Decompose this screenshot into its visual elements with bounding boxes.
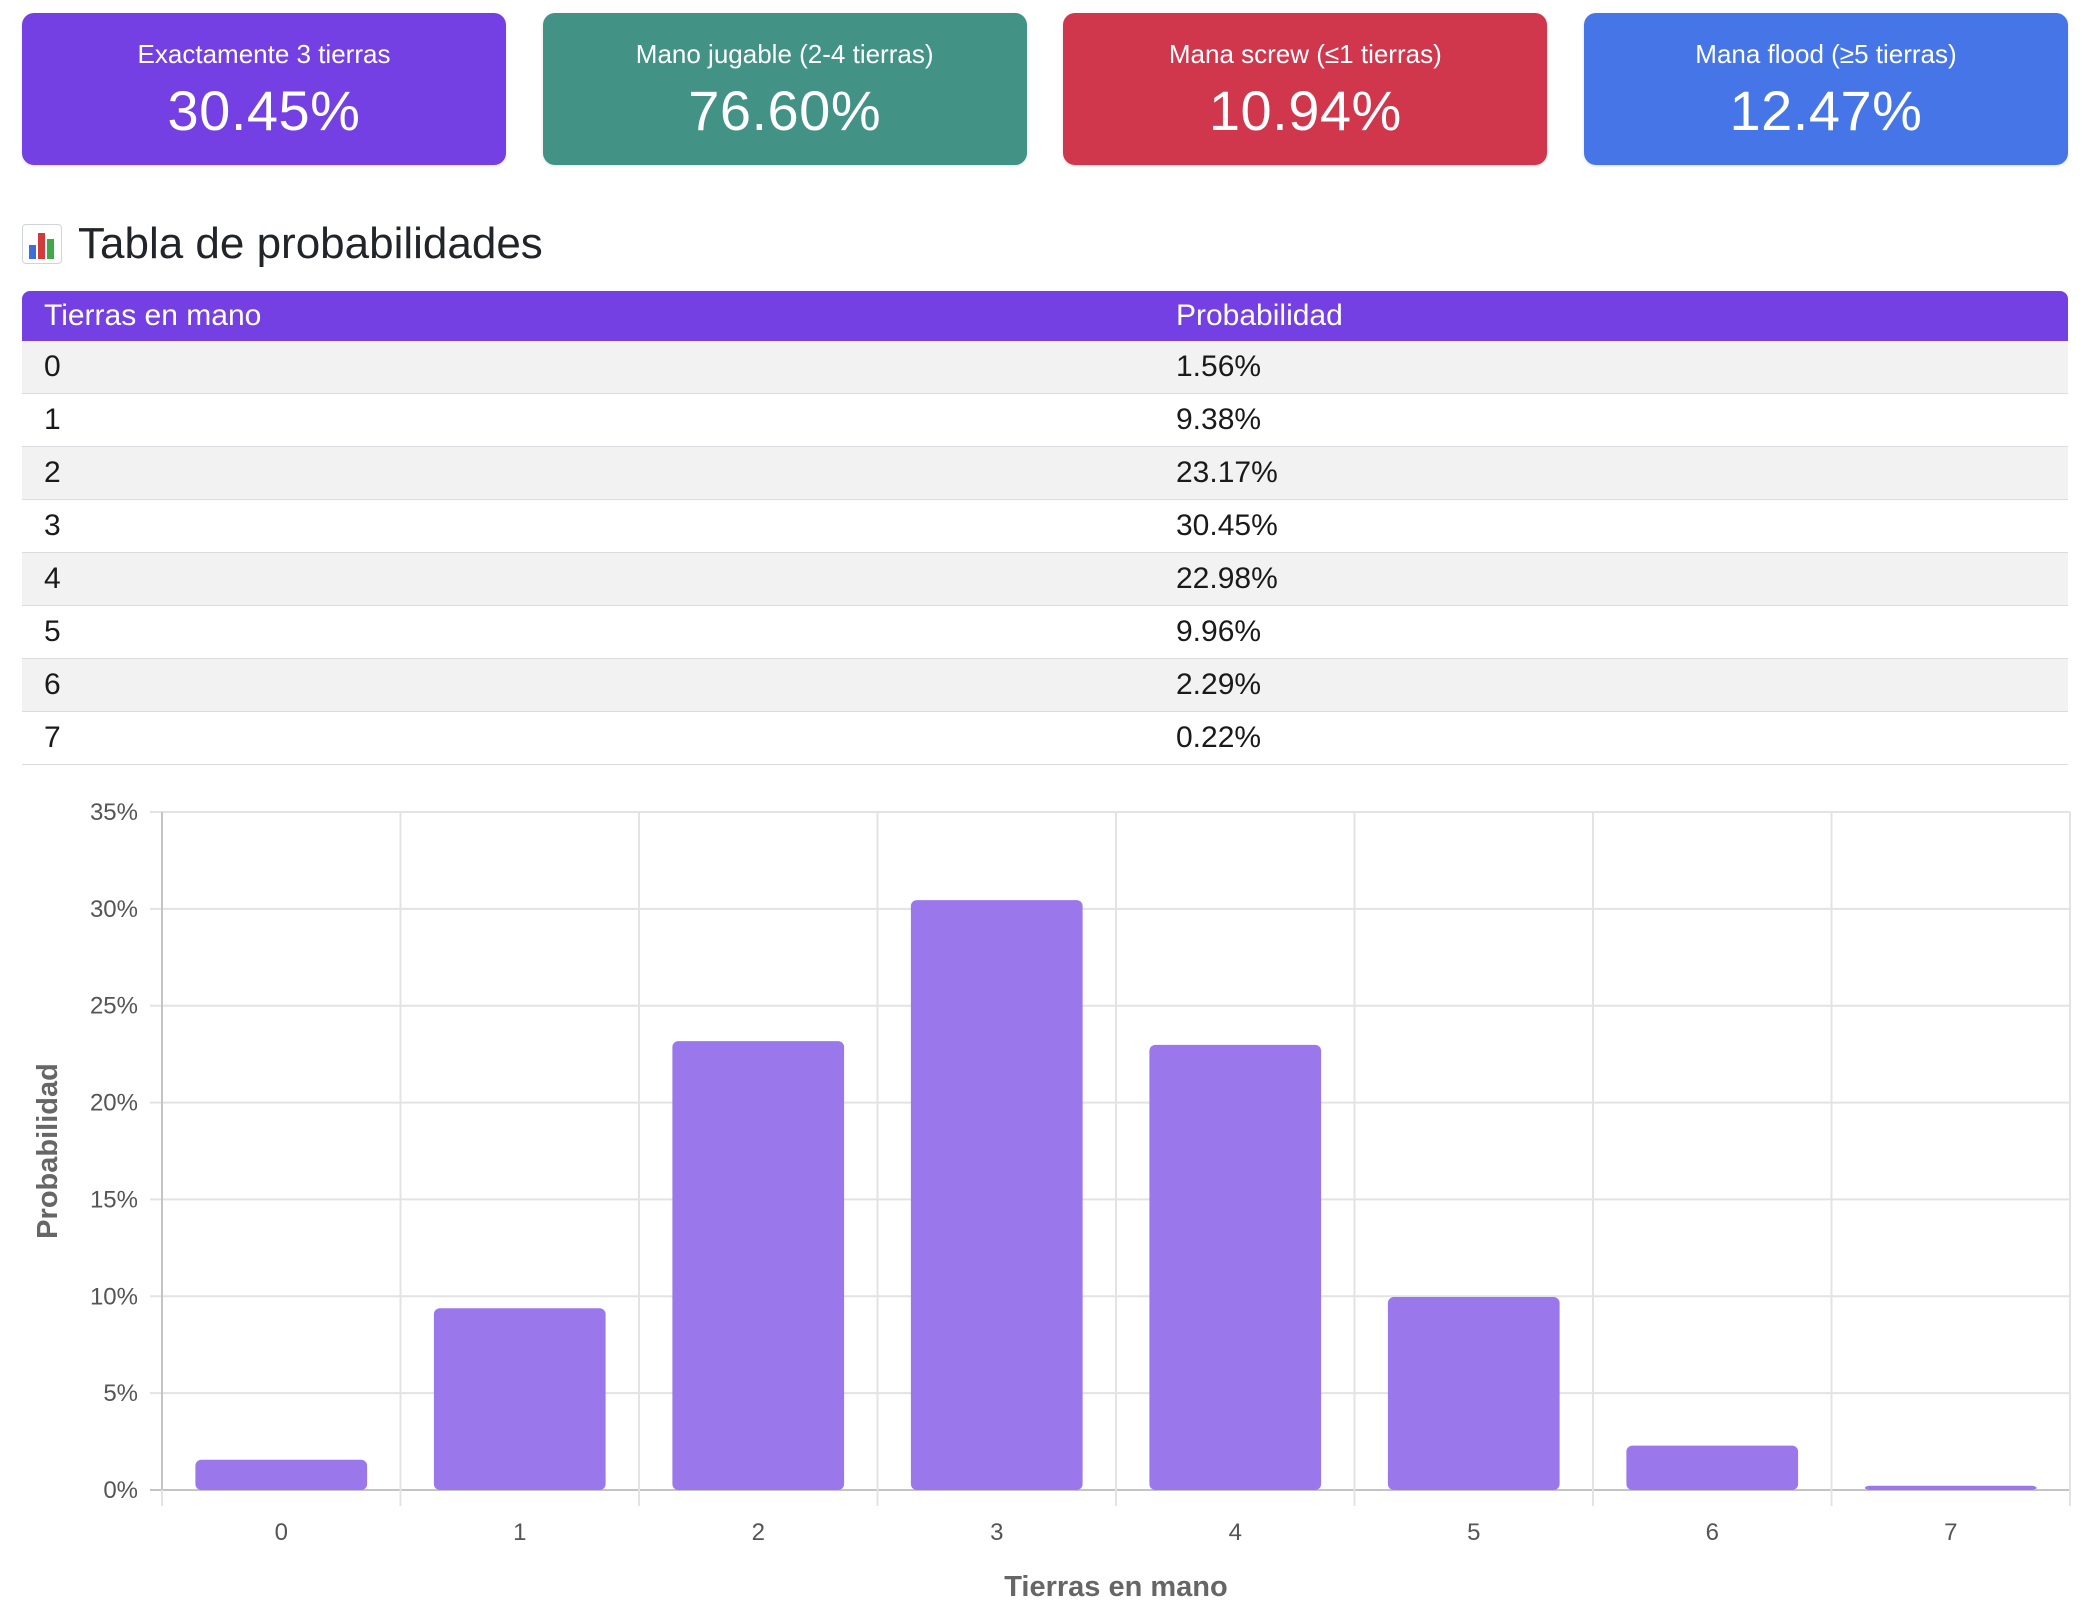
stat-card-mana-screw: Mana screw (≤1 tierras) 10.94% [1063, 13, 1548, 165]
table-row: 2 23.17% [22, 446, 2068, 500]
section-title: Tabla de probabilidades [78, 219, 543, 268]
table-row: 0 1.56% [22, 341, 2068, 394]
probability-table: Tierras en mano Probabilidad 0 1.56% 1 9.3… [22, 291, 2068, 765]
stat-card-mana-flood: Mana flood (≥5 tierras) 12.47% [1583, 13, 2068, 165]
lands-cell: 2 [22, 446, 1154, 500]
stat-card-value: 30.45% [167, 79, 361, 142]
bar-6[interactable] [1626, 1445, 1799, 1490]
y-tick-label: 20% [90, 1090, 138, 1117]
bar-5[interactable] [1387, 1297, 1560, 1490]
lands-cell: 7 [22, 711, 1154, 765]
y-tick-label: 10% [90, 1283, 138, 1310]
stat-card-value: 76.60% [688, 79, 882, 142]
stat-cards: Exactamente 3 tierras 30.45% Mano jugabl… [22, 13, 2068, 165]
y-tick-label: 0% [103, 1477, 138, 1504]
table-row: 3 30.45% [22, 499, 2068, 553]
bar-1[interactable] [433, 1308, 606, 1490]
probability-bar-chart: 0% 5% 10% 15% 20% 25% 30% 35% 0 1 2 3 4 5 6 7 Tierras e… [32, 799, 2071, 1603]
lands-cell: 5 [22, 605, 1154, 659]
x-tick-label: 0 [275, 1519, 288, 1546]
table-header-row: Tierras en mano Probabilidad [22, 291, 2068, 341]
table-row: 7 0.22% [22, 711, 2068, 765]
probability-cell: 30.45% [1154, 499, 2068, 553]
table-row: 1 9.38% [22, 393, 2068, 447]
x-tick-label: 6 [1706, 1519, 1719, 1546]
y-tick-label: 35% [90, 799, 138, 826]
lands-cell: 1 [22, 393, 1154, 447]
y-tick-label: 30% [90, 896, 138, 923]
stat-card-label: Mana flood (≥5 tierras) [1695, 39, 1957, 69]
y-tick-label: 25% [90, 993, 138, 1020]
y-tick-label: 5% [103, 1380, 138, 1407]
probability-cell: 23.17% [1154, 446, 2068, 500]
stat-card-playable-hand: Mano jugable (2-4 tierras) 76.60% [542, 13, 1027, 165]
x-tick-label: 5 [1467, 1519, 1480, 1546]
probability-cell: 9.96% [1154, 605, 2068, 659]
y-tick-label: 15% [90, 1186, 138, 1213]
section-heading: Tabla de probabilidades [22, 216, 543, 272]
probability-cell: 22.98% [1154, 552, 2068, 606]
stat-card-value: 10.94% [1208, 79, 1402, 142]
x-tick-label: 2 [752, 1519, 765, 1546]
bar-2[interactable] [672, 1041, 845, 1490]
stat-card-value: 12.47% [1729, 79, 1923, 142]
x-axis-title: Tierras en mano [1004, 1571, 1228, 1603]
chart-bars [195, 900, 2037, 1490]
lands-cell: 0 [22, 341, 1154, 394]
table-row: 6 2.29% [22, 658, 2068, 712]
chart-labels: 0% 5% 10% 15% 20% 25% 30% 35% 0 1 2 3 4 5 6 7 [90, 799, 1957, 1546]
probability-cell: 1.56% [1154, 341, 2068, 394]
x-tick-label: 1 [513, 1519, 526, 1546]
x-tick-label: 7 [1944, 1519, 1957, 1546]
bar-3[interactable] [910, 900, 1083, 1490]
column-header-probability: Probabilidad [1154, 291, 2068, 341]
stat-card-exact-3: Exactamente 3 tierras 30.45% [22, 13, 506, 165]
bar-0[interactable] [195, 1459, 368, 1490]
lands-cell: 4 [22, 552, 1154, 606]
x-tick-label: 3 [990, 1519, 1003, 1546]
bar-7[interactable] [1864, 1485, 2037, 1490]
x-tick-label: 4 [1229, 1519, 1242, 1546]
stat-card-label: Mano jugable (2-4 tierras) [635, 39, 934, 69]
table-row: 5 9.96% [22, 605, 2068, 659]
stat-card-label: Mana screw (≤1 tierras) [1168, 39, 1442, 69]
probability-cell: 2.29% [1154, 658, 2068, 712]
lands-cell: 3 [22, 499, 1154, 553]
y-axis-title: Probabilidad [32, 1063, 64, 1239]
bar-4[interactable] [1149, 1044, 1322, 1490]
lands-cell: 6 [22, 658, 1154, 712]
probability-cell: 0.22% [1154, 711, 2068, 765]
probability-cell: 9.38% [1154, 393, 2068, 447]
table-row: 4 22.98% [22, 552, 2068, 606]
stat-card-label: Exactamente 3 tierras [137, 39, 391, 69]
bar-chart-icon [22, 224, 62, 264]
column-header-lands: Tierras en mano [22, 291, 1154, 341]
chart-grid [150, 811, 2071, 1506]
